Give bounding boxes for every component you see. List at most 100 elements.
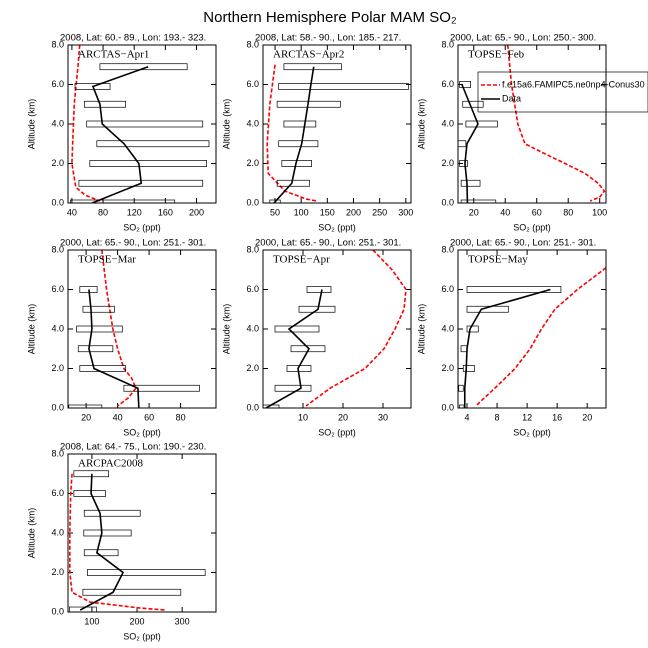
panel: 2000, Lat: 65.- 90., Lon: 250.- 300. Alti… (416, 33, 648, 232)
panel: 2008, Lat: 64.- 75., Lon: 190.- 230. Alti… (26, 442, 217, 641)
model-line (69, 473, 166, 611)
y-tick-label: 8.0 (51, 448, 64, 458)
y-tick-label: 4.0 (441, 118, 454, 128)
x-tick-label: 300 (398, 207, 413, 217)
y-tick-label: 2.0 (441, 158, 454, 168)
y-axis-label: Altitude (km) (26, 304, 36, 355)
y-tick-label: 0.0 (51, 402, 64, 412)
panel-label: ARCPAC2008 (78, 458, 144, 470)
y-tick-label: 6.0 (51, 79, 64, 89)
x-tick-label: 20 (81, 412, 91, 422)
y-tick-label: 4.0 (51, 527, 64, 537)
panel-label: TOPSE−May (468, 254, 528, 266)
x-axis-label: SO₂ (ppt) (513, 427, 551, 437)
x-tick-label: 200 (130, 616, 145, 626)
x-axis-label: SO₂ (ppt) (123, 222, 161, 232)
y-tick-label: 0.0 (441, 402, 454, 412)
range-box (96, 140, 210, 148)
range-box (84, 100, 126, 108)
range-box (466, 305, 509, 313)
x-tick-label: 120 (127, 207, 142, 217)
plot-area (68, 250, 200, 408)
range-box (83, 549, 119, 557)
x-axis-label: SO₂ (ppt) (123, 427, 161, 437)
x-tick-label: 250 (372, 207, 387, 217)
plot-frame (67, 453, 217, 613)
x-tick-label: 160 (158, 207, 173, 217)
panel-label: ARCTAS−Apr2 (273, 49, 344, 61)
y-axis-label: Altitude (km) (416, 99, 426, 150)
y-tick-label: 6.0 (441, 284, 454, 294)
y-tick-label: 4.0 (246, 323, 259, 333)
y-tick-label: 8.0 (51, 39, 64, 49)
x-tick-label: 30 (378, 412, 388, 422)
x-tick-label: 200 (346, 207, 361, 217)
plot-area (458, 45, 606, 203)
range-box (77, 345, 114, 353)
x-tick-label: 20 (469, 207, 479, 217)
y-tick-label: 6.0 (441, 79, 454, 89)
range-box (466, 325, 479, 333)
y-tick-label: 2.0 (246, 158, 259, 168)
range-box (459, 160, 468, 167)
y-axis-label: Altitude (km) (26, 508, 36, 559)
x-tick-label: 100 (84, 616, 99, 626)
range-box (306, 286, 332, 293)
range-box (283, 120, 317, 128)
y-tick-label: 6.0 (51, 284, 64, 294)
y-tick-label: 4.0 (51, 118, 64, 128)
plot-frame (262, 44, 412, 204)
plot-area (69, 45, 210, 203)
range-box (123, 384, 200, 392)
range-box (74, 83, 111, 90)
range-box (466, 286, 562, 293)
x-axis-label: SO₂ (ppt) (123, 631, 161, 641)
x-tick-label: 20 (582, 412, 592, 422)
panel-header: 2008, Lat: 64.- 75., Lon: 190.- 230. (60, 442, 206, 453)
y-tick-label: 2.0 (441, 363, 454, 373)
range-box (278, 83, 409, 90)
plot-frame (262, 249, 412, 409)
x-tick-label: 50 (270, 207, 280, 217)
range-box (82, 305, 115, 313)
y-tick-label: 8.0 (51, 244, 64, 254)
panel: 2008, Lat: 58.- 90., Lon: 185.- 217. Alti… (221, 33, 413, 233)
range-box (68, 404, 103, 408)
model-line (71, 45, 101, 202)
range-box (89, 160, 208, 167)
legend-label: f.e15a6.FAMIPC5.ne0np4-Conus30 (502, 79, 645, 89)
range-box (278, 140, 319, 148)
plot-frame (67, 249, 217, 409)
range-box (462, 100, 484, 108)
plot-area (69, 470, 206, 612)
x-axis-label: SO₂ (ppt) (318, 222, 356, 232)
y-tick-label: 0.0 (51, 197, 64, 207)
y-tick-label: 0.0 (246, 197, 259, 207)
panel-label: ARCTAS−Apr1 (78, 49, 149, 61)
x-tick-label: 80 (563, 207, 573, 217)
legend-box (477, 71, 648, 113)
range-box (458, 140, 467, 148)
x-tick-label: 100 (294, 207, 309, 217)
range-box (82, 588, 182, 596)
x-tick-label: 200 (189, 207, 204, 217)
range-box (79, 365, 126, 372)
y-tick-label: 8.0 (246, 39, 259, 49)
plot-frame (67, 44, 217, 204)
model-line (266, 64, 318, 202)
x-tick-label: 10 (298, 412, 308, 422)
x-tick-label: 300 (175, 616, 190, 626)
panel: 2000, Lat: 65.- 90., Lon: 251.- 301. Alti… (26, 238, 217, 437)
panel-header: 2008, Lat: 60.- 89., Lon: 193.- 323. (60, 33, 206, 44)
y-axis-label: Altitude (km) (221, 99, 231, 150)
data-line (88, 289, 140, 408)
data-line (79, 473, 125, 611)
legend-label: Data (502, 93, 521, 103)
y-tick-label: 4.0 (441, 323, 454, 333)
plot-frame (457, 249, 607, 409)
x-tick-label: 60 (144, 412, 154, 422)
y-tick-label: 2.0 (51, 158, 64, 168)
range-box (462, 365, 475, 372)
y-tick-label: 4.0 (51, 323, 64, 333)
